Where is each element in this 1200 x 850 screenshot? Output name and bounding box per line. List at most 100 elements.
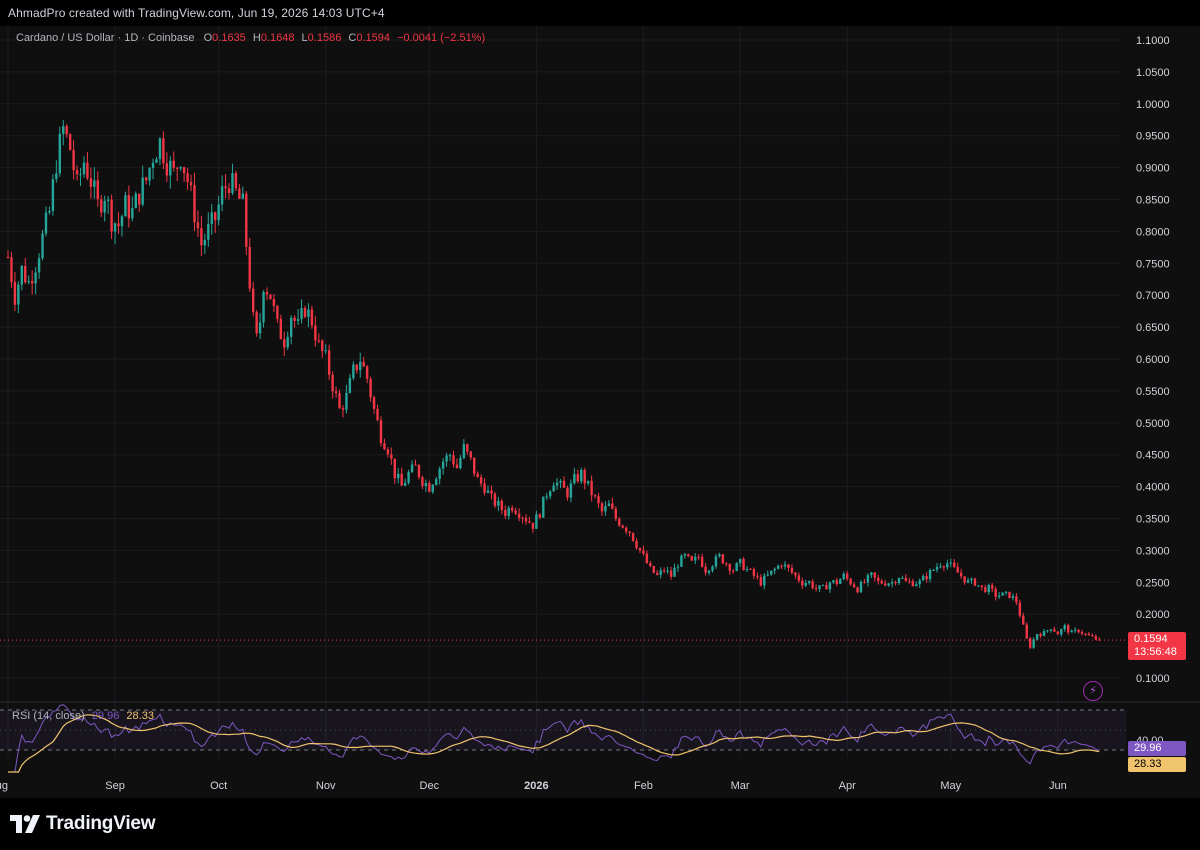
candle-body (776, 565, 780, 569)
rsi-band (0, 710, 1126, 750)
candle-body (120, 216, 124, 227)
candle-body (631, 532, 635, 541)
candle-body (138, 193, 141, 205)
candle-body (62, 126, 65, 134)
candle-body (580, 469, 583, 482)
credit-text: AhmadPro created with TradingView.com, J… (8, 6, 385, 20)
candle-body (165, 163, 169, 176)
candle-body (479, 477, 483, 484)
candle-body (500, 500, 504, 510)
candle-body (638, 548, 642, 551)
rsi-label: RSI (14, close) (12, 710, 85, 722)
y-tick-label: 0.8500 (1136, 195, 1170, 207)
candle-body (507, 507, 510, 516)
y-tick-label: 0.4000 (1136, 482, 1170, 494)
candle-body (783, 564, 787, 567)
candle-body (576, 474, 580, 482)
candle-body (245, 193, 248, 247)
candle-body (75, 170, 79, 175)
lightning-icon[interactable]: ⚡ (1083, 681, 1103, 701)
candle-body (459, 457, 462, 469)
candle-body (718, 554, 721, 557)
candle-body (559, 480, 562, 483)
candle-body (269, 294, 272, 299)
candle-body (321, 340, 324, 351)
candle-body (669, 570, 673, 577)
candle-body (51, 179, 55, 212)
candle-body (935, 567, 939, 570)
x-tick-label: Dec (420, 780, 440, 792)
candle-body (224, 186, 227, 189)
candle-body (117, 223, 120, 227)
x-tick-label: Mar (731, 780, 750, 792)
candle-body (894, 582, 897, 584)
rsi-legend: RSI (14, close) 29.96 28.33 (12, 710, 154, 722)
candle-body (866, 575, 870, 583)
candle-body (72, 149, 75, 171)
candle-body (203, 239, 207, 246)
candle-body (697, 556, 700, 558)
candle-body (6, 256, 10, 258)
candle-body (814, 588, 818, 590)
candle-body (1060, 629, 1063, 635)
candle-body (514, 510, 517, 514)
candle-body (303, 308, 307, 317)
candle-body (1053, 629, 1056, 632)
candle-body (859, 581, 863, 593)
candle-body (497, 500, 500, 506)
footer (0, 798, 1200, 850)
y-tick-label: 0.9000 (1136, 163, 1170, 175)
candle-body (628, 531, 631, 533)
candle-body (797, 575, 801, 581)
candle-body (652, 566, 655, 573)
candle-body (386, 449, 390, 455)
candle-body (1042, 631, 1046, 636)
chart-canvas[interactable]: 1.1000 1.0500 1.0000 0.9500 0.9000 0.8500 0.80… (0, 26, 1200, 798)
candle-body (770, 570, 773, 575)
symbol-legend: Cardano / US Dollar · 1D · Coinbase O0.1… (16, 32, 489, 44)
candle-body (317, 340, 321, 342)
candle-body (1029, 638, 1032, 648)
candle-body (649, 563, 652, 567)
last-price-tag: 0.1594 13:56:48 (1128, 632, 1186, 660)
candle-body (314, 325, 317, 341)
candle-body (13, 282, 17, 305)
tradingview-logo-icon (10, 815, 40, 833)
candle-body (1077, 629, 1080, 633)
candle-body (372, 397, 376, 409)
tradingview-brand[interactable]: TradingView (10, 811, 156, 837)
candle-body (300, 308, 303, 320)
candle-body (590, 480, 593, 496)
candle-body (348, 378, 352, 393)
rsi-ma-legend-value: 28.33 (126, 710, 154, 722)
candle-body (994, 588, 997, 597)
candle-body (873, 572, 877, 578)
candle-body (517, 513, 521, 518)
candle-body (383, 443, 386, 450)
last-price-value: 0.1594 (1134, 633, 1168, 645)
candle-body (262, 291, 265, 323)
candle-body (880, 580, 883, 584)
y-tick-label: 0.8000 (1136, 226, 1170, 238)
low-value: 0.1586 (307, 32, 342, 44)
candle-body (1039, 634, 1042, 636)
candle-body (959, 572, 963, 577)
candle-body (251, 288, 255, 313)
candle-body (151, 162, 155, 168)
candle-body (438, 468, 441, 480)
candle-body (134, 193, 137, 209)
candle-body (942, 566, 946, 568)
candle-body (970, 578, 973, 581)
candle-body (490, 490, 493, 494)
candle-body (327, 350, 331, 375)
chart-frame[interactable]: 1.1000 1.0500 1.0000 0.9500 0.9000 0.8500 0.80… (0, 26, 1200, 798)
candle-body (1046, 630, 1049, 632)
candle-body (1049, 629, 1053, 631)
candle-body (524, 518, 528, 522)
candle-body (124, 195, 127, 217)
y-tick-label: 0.4500 (1136, 450, 1170, 462)
x-tick-label: Nov (316, 780, 336, 792)
candle-body (673, 567, 676, 577)
y-tick-label: 0.3000 (1136, 545, 1170, 557)
candle-body (921, 576, 925, 581)
